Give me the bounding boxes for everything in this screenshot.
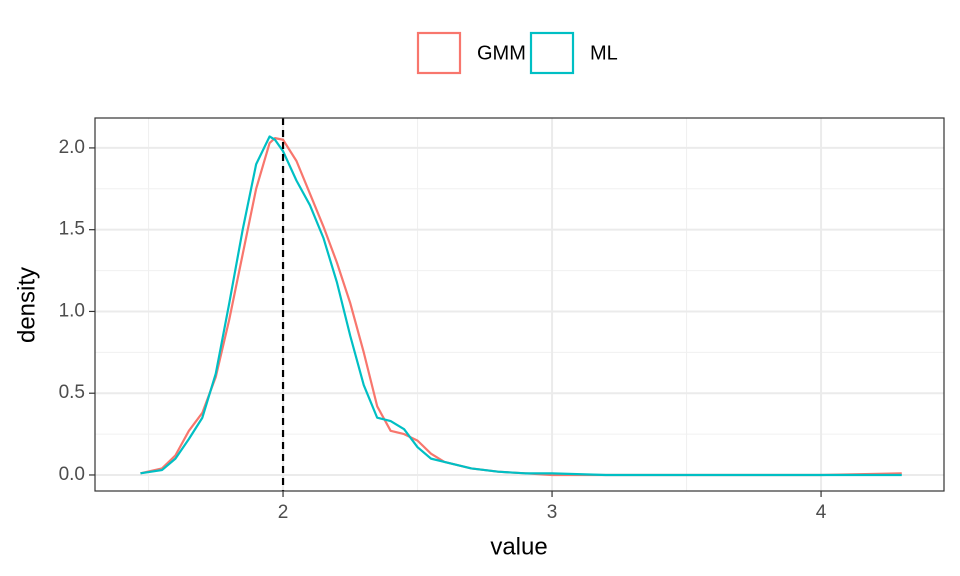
- x-tick-label: 4: [816, 502, 827, 523]
- y-axis-title: density: [13, 267, 40, 343]
- legend-label: GMM: [477, 42, 526, 64]
- panel-border: [94, 117, 945, 492]
- y-tick-label: 1.0: [59, 300, 85, 321]
- x-tick-label: 3: [547, 502, 558, 523]
- y-tick-label: 2.0: [59, 137, 85, 158]
- x-axis-title: value: [490, 533, 547, 560]
- legend-label: ML: [590, 42, 618, 64]
- y-tick-label: 1.5: [59, 219, 85, 240]
- y-tick-label: 0.0: [59, 464, 85, 485]
- density-line: [140, 135, 902, 477]
- legend-key: [529, 31, 575, 75]
- legend-key: [416, 31, 462, 75]
- x-tick-label: 2: [278, 502, 289, 523]
- y-tick-label: 0.5: [59, 382, 85, 403]
